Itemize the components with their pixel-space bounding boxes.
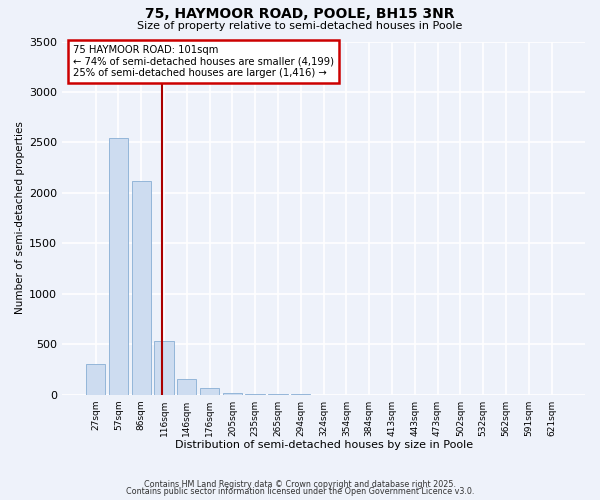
Bar [86, 364, 105, 394]
Y-axis label: Number of semi-detached properties: Number of semi-detached properties [15, 122, 25, 314]
Text: Contains HM Land Registry data © Crown copyright and database right 2025.: Contains HM Land Registry data © Crown c… [144, 480, 456, 489]
Text: Contains public sector information licensed under the Open Government Licence v3: Contains public sector information licen… [126, 487, 474, 496]
Bar [223, 392, 242, 394]
Bar [200, 388, 219, 394]
Bar [109, 138, 128, 394]
Bar [177, 379, 196, 394]
X-axis label: Distribution of semi-detached houses by size in Poole: Distribution of semi-detached houses by … [175, 440, 473, 450]
Bar [154, 341, 173, 394]
Text: 75 HAYMOOR ROAD: 101sqm
← 74% of semi-detached houses are smaller (4,199)
25% of: 75 HAYMOOR ROAD: 101sqm ← 74% of semi-de… [73, 45, 334, 78]
Text: 75, HAYMOOR ROAD, POOLE, BH15 3NR: 75, HAYMOOR ROAD, POOLE, BH15 3NR [145, 8, 455, 22]
Bar [131, 180, 151, 394]
Text: Size of property relative to semi-detached houses in Poole: Size of property relative to semi-detach… [137, 21, 463, 31]
